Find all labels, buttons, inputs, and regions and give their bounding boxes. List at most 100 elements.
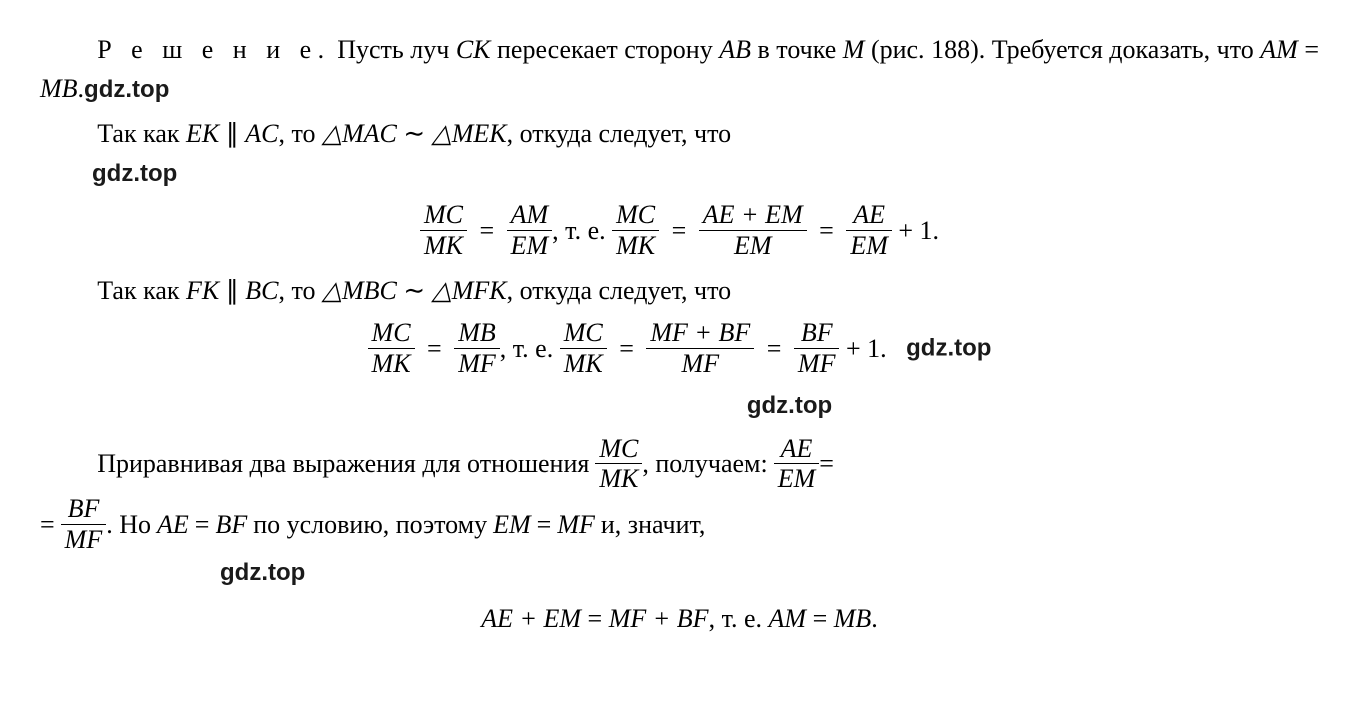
fraction-mc-mk: MC MK (595, 434, 642, 495)
text-ie: , т. е. (709, 604, 769, 633)
fraction-ae-em: AE EM (774, 434, 820, 495)
paragraph-solution-intro: Р е ш е н и е. Пусть луч CK пересекает с… (40, 30, 1319, 108)
watermark-text: gdz.top (906, 334, 991, 361)
text: по условию, поэтому (253, 505, 493, 544)
watermark-text: gdz.top (220, 555, 305, 591)
fraction-aeem-em: AE + EM EM (699, 200, 807, 261)
eq-sign: = (806, 604, 834, 633)
text: , то (278, 119, 322, 148)
var-bc: BC (245, 276, 278, 305)
var-am: AM (769, 604, 807, 633)
plus-one: + 1. (839, 334, 886, 363)
expr-left: AE + EM (481, 604, 581, 633)
var-ck: CK (456, 35, 491, 64)
text: , откуда следует, что (507, 276, 732, 305)
eq-sign: = (195, 505, 216, 544)
parallel-sign: ∥ (219, 119, 245, 148)
numerator: MC (595, 434, 642, 465)
eq-sign: = (761, 329, 788, 368)
eq-sign: = (421, 329, 448, 368)
paragraph-since-fk-bc: Так как FK ∥ BC, то △MBC ∼ △MFK, откуда … (40, 271, 1319, 310)
text: , откуда следует, что (507, 119, 732, 148)
text: Пусть луч (331, 35, 456, 64)
var-mb: MB (40, 74, 78, 103)
denominator: MF (61, 525, 107, 555)
parallel-sign: ∥ (219, 276, 245, 305)
similar-sign: ∼ (397, 276, 432, 305)
fraction-mc-mk: MC MK (420, 200, 467, 261)
denominator: EM (846, 231, 892, 261)
numerator: MC (368, 318, 415, 349)
numerator: MC (420, 200, 467, 231)
text: , получаем: (642, 444, 773, 483)
denominator: MK (420, 231, 467, 261)
text: пересекает сторону (491, 35, 720, 64)
fraction-am-em: AM EM (507, 200, 553, 261)
numerator: MF + BF (646, 318, 754, 349)
fraction-mfbf-mf: MF + BF MF (646, 318, 754, 379)
numerator: BF (61, 494, 107, 525)
eq-sign: = (537, 505, 558, 544)
var-ae: AE (157, 505, 195, 544)
equation-line-2: MC MK = MB MF , т. е. MC MK = MF + BF MF… (40, 318, 1319, 379)
fraction-mc-mk-2: MC MK (612, 200, 659, 261)
fraction-mc-mk-2: MC MK (560, 318, 607, 379)
text-ie: , т. е. (500, 334, 560, 363)
fraction-ae-em: AE EM (846, 200, 892, 261)
denominator: MF (794, 349, 840, 379)
var-fk: FK (186, 276, 219, 305)
eq-sign: = (581, 604, 609, 633)
eq-sign: = (813, 211, 840, 250)
var-ac: AC (245, 119, 278, 148)
lead-word: Р е ш е н и е. (97, 35, 331, 64)
eq-sign: = (1298, 35, 1319, 64)
paragraph-equating: Приравнивая два выражения для отношения … (40, 434, 1319, 592)
similar-sign: ∼ (397, 119, 432, 148)
lead-eq: = (40, 505, 61, 544)
text: . Но (106, 505, 157, 544)
var-em: EM (493, 505, 537, 544)
denominator: MK (368, 349, 415, 379)
numerator: MB (454, 318, 500, 349)
denominator: MK (560, 349, 607, 379)
paragraph-since-ek-ac: Так как EK ∥ AC, то △MAC ∼ △MEK, откуда … (40, 114, 1319, 192)
numerator: AE + EM (699, 200, 807, 231)
watermark-line: gdz.top (40, 385, 1319, 424)
denominator: EM (774, 464, 820, 494)
numerator: AM (507, 200, 553, 231)
expr-right: MF + BF (609, 604, 709, 633)
eq-sign: = (819, 444, 840, 483)
text: и, значит, (601, 505, 712, 544)
text: , то (278, 276, 322, 305)
watermark-text: gdz.top (92, 160, 177, 187)
denominator: EM (699, 231, 807, 261)
watermark-text: gdz.top (84, 76, 169, 103)
numerator: MC (612, 200, 659, 231)
text: в точке (751, 35, 843, 64)
text: Приравнивая два выражения для отношения (97, 444, 595, 483)
var-mf: MF (557, 505, 601, 544)
equation-line-3: AE + EM = MF + BF, т. е. AM = MB. (40, 599, 1319, 638)
fraction-bf-mf: BF MF (61, 494, 107, 555)
text: (рис. 188). Требуется доказать, что (864, 35, 1260, 64)
var-mb: MB (834, 604, 872, 633)
var-bf: BF (215, 505, 253, 544)
eq-sign: = (473, 211, 500, 250)
denominator: MK (595, 464, 642, 494)
numerator: AE (846, 200, 892, 231)
eq-sign: = (613, 329, 640, 368)
numerator: MC (560, 318, 607, 349)
denominator: EM (507, 231, 553, 261)
var-ab: AB (719, 35, 751, 64)
text-ie: , т. е. (552, 216, 612, 245)
var-m: M (843, 35, 865, 64)
numerator: BF (794, 318, 840, 349)
fraction-mc-mk: MC MK (368, 318, 415, 379)
triangle-mbc: △MBC (322, 276, 397, 305)
denominator: MK (612, 231, 659, 261)
text: Так как (97, 276, 186, 305)
eq-sign: = (666, 211, 693, 250)
equation-line-1: MC MK = AM EM , т. е. MC MK = AE + EM EM… (40, 200, 1319, 261)
dot: . (871, 604, 878, 633)
plus-one: + 1. (892, 216, 939, 245)
